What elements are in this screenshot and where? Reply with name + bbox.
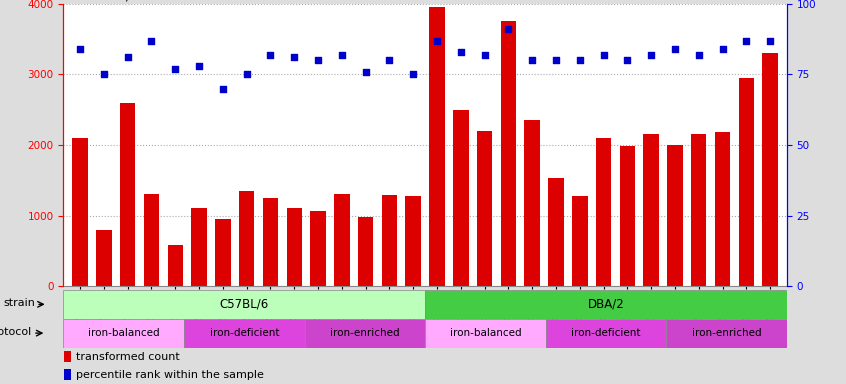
Bar — [644, 134, 659, 286]
Bar — [63, 319, 184, 348]
Bar — [546, 319, 667, 348]
Point — [431, 38, 444, 44]
Bar — [120, 103, 135, 286]
Bar — [305, 319, 425, 348]
Point — [240, 71, 254, 78]
Point — [454, 49, 468, 55]
Text: iron-enriched: iron-enriched — [692, 328, 761, 338]
Bar — [525, 120, 540, 286]
Point — [335, 51, 349, 58]
Bar — [739, 78, 754, 286]
Point — [382, 57, 396, 63]
Bar — [334, 194, 349, 286]
Bar — [382, 195, 397, 286]
Point — [549, 57, 563, 63]
Point — [478, 51, 492, 58]
Point — [121, 55, 135, 61]
Bar — [429, 7, 445, 286]
Point — [192, 63, 206, 69]
Point — [716, 46, 729, 52]
Text: iron-balanced: iron-balanced — [88, 328, 160, 338]
Point — [739, 38, 753, 44]
Bar — [501, 22, 516, 286]
Bar — [477, 131, 492, 286]
Text: transformed count: transformed count — [76, 352, 180, 362]
Point — [264, 51, 277, 58]
Text: strain: strain — [3, 298, 35, 308]
Point — [525, 57, 539, 63]
Point — [502, 26, 515, 32]
Bar — [358, 217, 373, 286]
Text: C57BL/6: C57BL/6 — [220, 298, 269, 311]
Text: percentile rank within the sample: percentile rank within the sample — [76, 370, 264, 380]
Point — [763, 38, 777, 44]
Bar — [239, 191, 255, 286]
Bar — [762, 53, 777, 286]
Point — [596, 51, 610, 58]
Bar — [64, 369, 71, 380]
Text: protocol: protocol — [0, 327, 31, 337]
Bar — [666, 319, 787, 348]
Text: iron-enriched: iron-enriched — [330, 328, 399, 338]
Bar — [168, 245, 183, 286]
Text: iron-deficient: iron-deficient — [571, 328, 640, 338]
Point — [692, 51, 706, 58]
Bar — [425, 319, 546, 348]
Bar — [263, 198, 278, 286]
Point — [168, 66, 182, 72]
Text: iron-deficient: iron-deficient — [210, 328, 279, 338]
Bar — [215, 219, 231, 286]
Point — [145, 38, 158, 44]
Bar — [667, 145, 683, 286]
Point — [573, 57, 586, 63]
Point — [311, 57, 325, 63]
Bar — [287, 209, 302, 286]
Bar — [144, 194, 159, 286]
Bar — [63, 290, 425, 319]
Bar — [184, 319, 305, 348]
Point — [216, 86, 229, 92]
Bar — [310, 211, 326, 286]
Bar — [715, 132, 730, 286]
Bar — [548, 178, 563, 286]
Point — [668, 46, 682, 52]
Text: DBA/2: DBA/2 — [588, 298, 624, 311]
Text: iron-balanced: iron-balanced — [449, 328, 521, 338]
Point — [406, 71, 420, 78]
Bar — [425, 290, 787, 319]
Bar — [405, 196, 421, 286]
Point — [74, 46, 87, 52]
Bar — [619, 146, 635, 286]
Bar — [191, 209, 206, 286]
Bar — [453, 110, 469, 286]
Bar — [64, 351, 71, 362]
Point — [97, 71, 111, 78]
Point — [359, 68, 372, 74]
Bar — [596, 138, 612, 286]
Bar — [96, 230, 112, 286]
Text: GDS3373 / 8155: GDS3373 / 8155 — [63, 0, 167, 3]
Bar — [691, 134, 706, 286]
Point — [645, 51, 658, 58]
Bar — [572, 196, 587, 286]
Point — [621, 57, 634, 63]
Bar — [73, 138, 88, 286]
Point — [288, 55, 301, 61]
